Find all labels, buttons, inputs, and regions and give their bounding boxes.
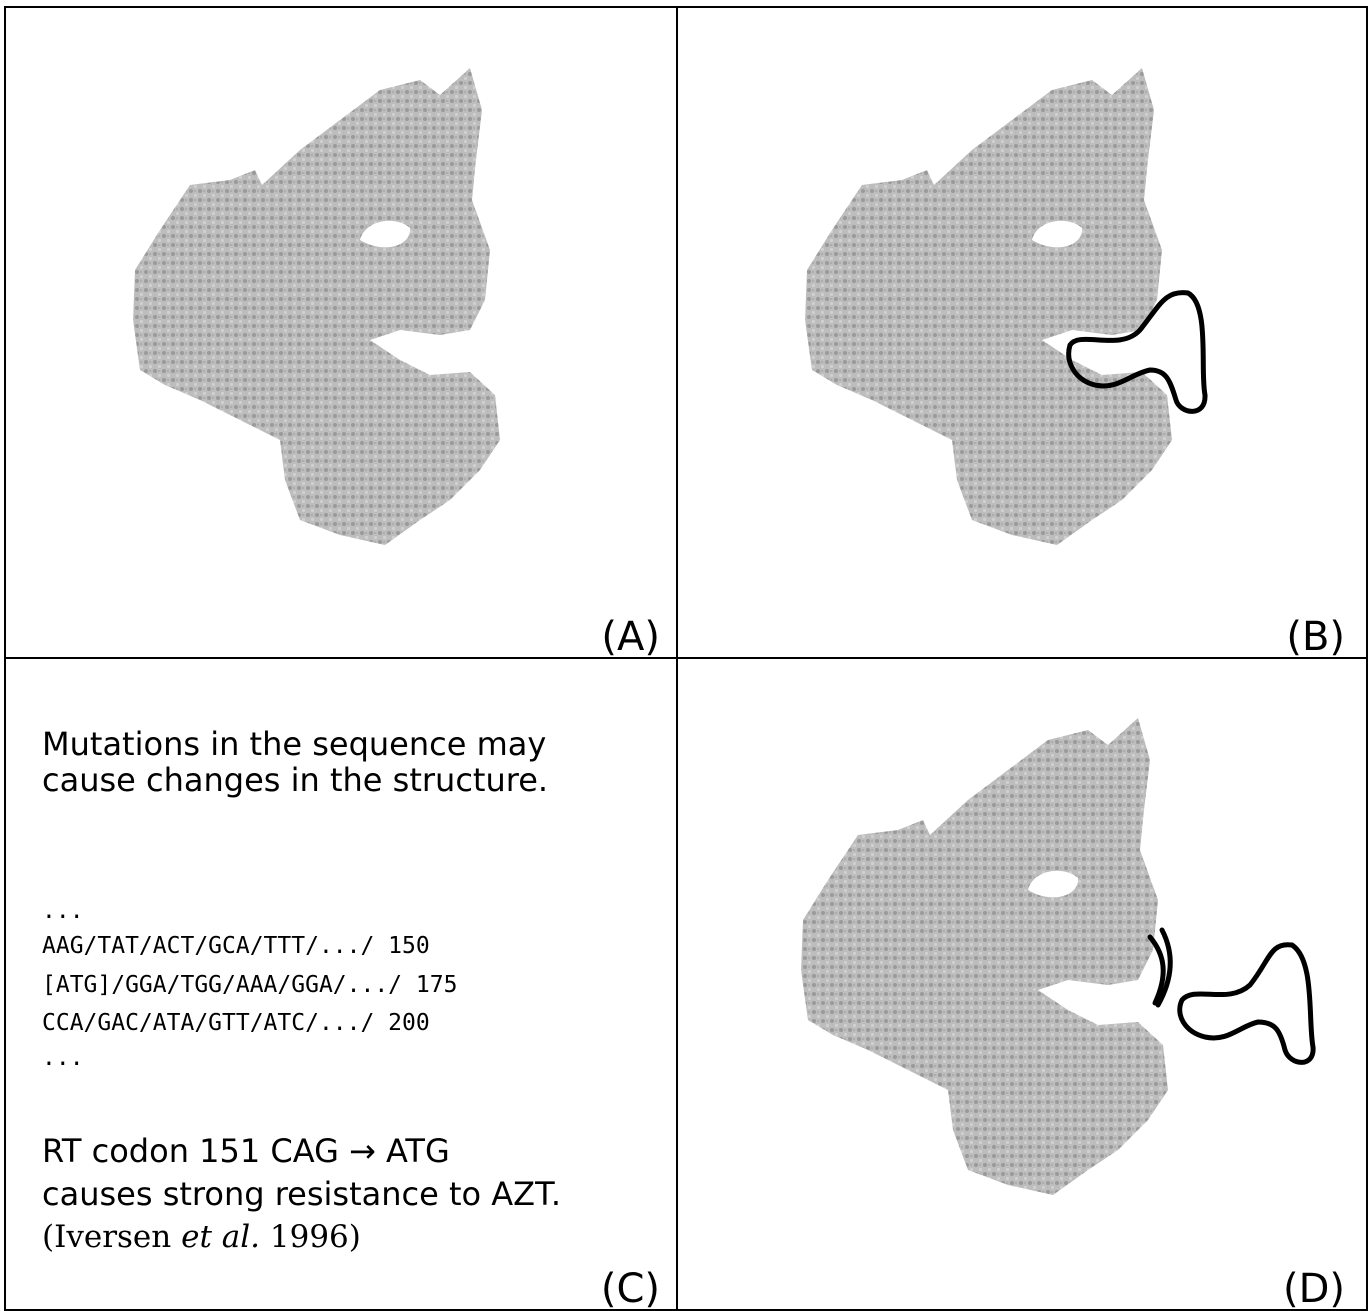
sequence-line: [ATG]/GGA/TGG/AAA/GGA/.../ 175 [42,972,457,998]
panel-label: (B) [1286,614,1345,660]
panel-label: (C) [601,1266,660,1311]
citation-etal: et al. [181,1219,260,1255]
heading: Mutations in the sequence may [42,725,546,763]
citation-year: 1996) [270,1219,361,1255]
bond-arc [1147,934,1166,1006]
sequence-line: ... [42,1045,84,1071]
sequence-line: CCA/GAC/ATA/GTT/ATC/.../ 200 [42,1010,430,1036]
citation-author: (Iversen [42,1219,171,1255]
protein [133,68,500,545]
panel-label: (A) [601,614,660,660]
protein [805,68,1172,545]
finding: RT codon 151 CAG → ATG [42,1132,450,1170]
sequence-line: AAG/TAT/ACT/GCA/TTT/.../ 150 [42,933,430,959]
finding: causes strong resistance to AZT. [42,1175,561,1213]
citation: (Iversen et al. 1996) [42,1219,361,1255]
ligand-outline [1177,942,1316,1065]
panel-label: (D) [1283,1266,1345,1311]
sequence-line: ... [42,898,84,924]
heading: cause changes in the structure. [42,761,548,799]
bond-arc [1155,927,1173,1008]
ligand-outline [1066,290,1208,414]
protein [801,718,1168,1195]
